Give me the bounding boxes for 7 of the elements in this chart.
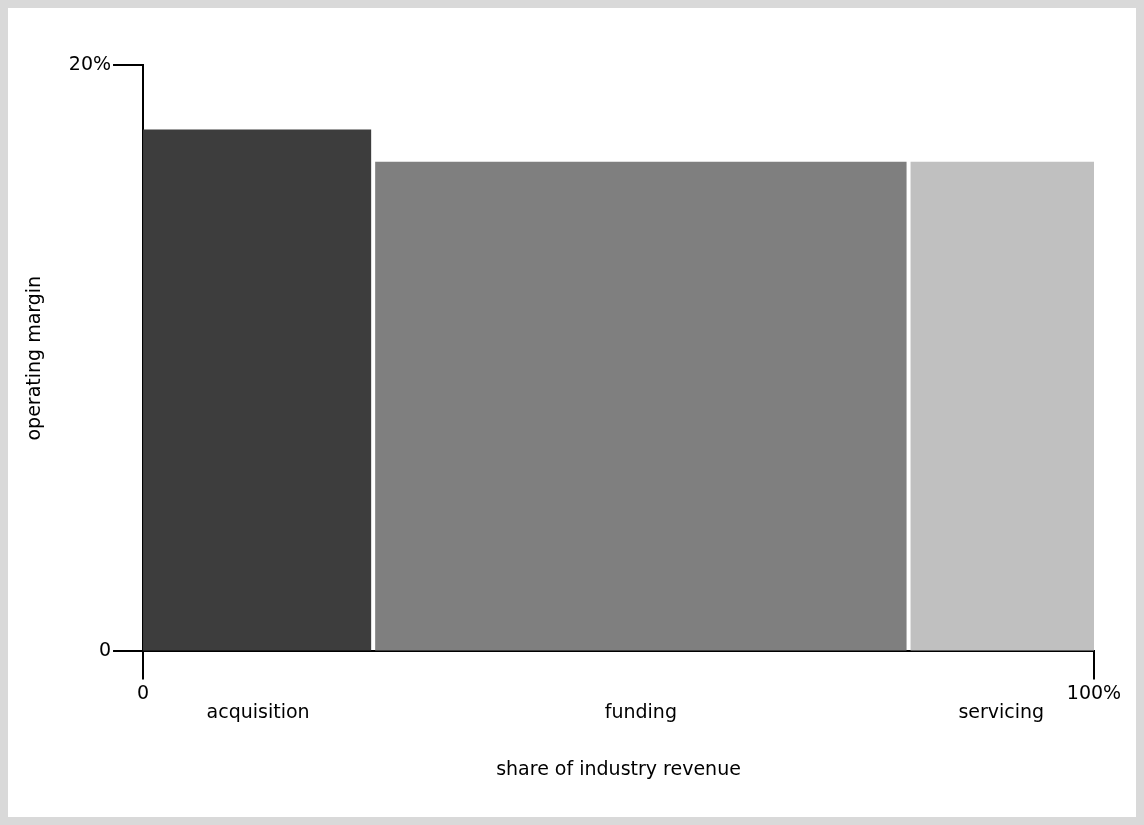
y-tick-label: 20% xyxy=(68,51,112,74)
x-axis-title: share of industry revenue xyxy=(496,756,741,779)
y-axis-title: operating margin xyxy=(22,275,45,441)
category-label: acquisition xyxy=(206,699,310,722)
category-label: servicing xyxy=(958,699,1045,722)
x-tick-label: 100% xyxy=(1066,680,1122,703)
category-label: funding xyxy=(604,699,677,722)
